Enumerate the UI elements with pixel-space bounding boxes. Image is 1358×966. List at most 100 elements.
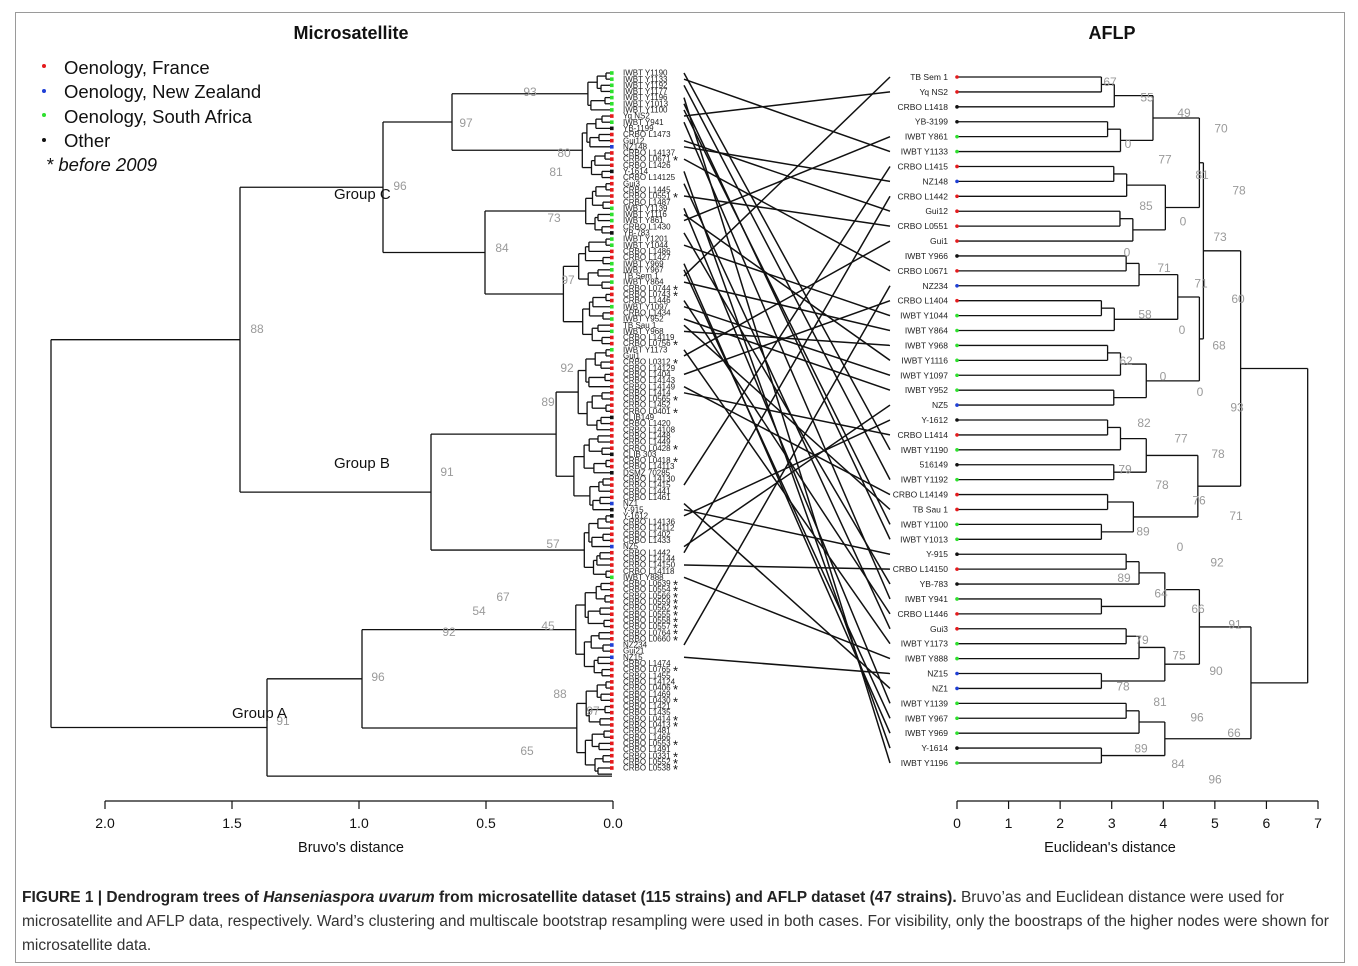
leaf-marker <box>610 384 614 389</box>
strain-connector <box>683 419 891 517</box>
leaf-marker <box>955 283 959 288</box>
leaf-label: IWBT Y864 <box>905 326 948 336</box>
leaf-marker <box>955 477 959 482</box>
leaf-label: NZ5 <box>623 542 639 551</box>
leaf-label: IWBT Y1190 <box>623 69 668 78</box>
leaf-marker <box>955 433 959 437</box>
bootstrap-value: 0 <box>1180 215 1187 229</box>
leaf-marker <box>610 329 614 334</box>
tick-label: 5 <box>1211 815 1219 831</box>
leaf-label: CRBO L1455 <box>623 671 671 680</box>
leaf-marker <box>610 495 614 500</box>
leaf-marker <box>610 311 614 315</box>
leaf-label: CRBO L14130 <box>623 475 676 484</box>
leaf-marker <box>955 149 959 154</box>
leaf-marker <box>610 550 614 555</box>
leaf-label: CRBO L0551 <box>897 221 948 231</box>
bootstrap-value: 90 <box>1209 664 1223 678</box>
tanglegram-connectors <box>683 72 891 764</box>
leaf-label: CRBO L1420 <box>623 419 671 428</box>
bootstrap-value: 73 <box>1213 230 1227 244</box>
leaf-label: CRBO L1487 <box>623 198 671 207</box>
before-2009-star: * <box>673 719 678 734</box>
leaf-label: CRBO L0557 <box>623 622 671 631</box>
strain-connector <box>683 72 891 451</box>
bootstrap-value: 78 <box>1155 478 1169 492</box>
leaf-label: IWBT Y968 <box>623 327 664 336</box>
leaf-marker <box>610 661 614 666</box>
leaf-label: IWBT Y1173 <box>623 345 668 354</box>
before-2009-star: * <box>673 338 678 353</box>
leaf-label: CRBO L0551 <box>623 192 671 201</box>
strain-connector <box>683 109 891 525</box>
leaf-label: CRBO L1466 <box>623 733 671 742</box>
leaf-marker <box>955 209 959 214</box>
leaf-marker <box>610 680 614 684</box>
bootstrap-value: 81 <box>549 165 563 179</box>
bootstrap-value: 0 <box>1160 370 1167 384</box>
bootstrap-value: 66 <box>1227 726 1241 740</box>
aflp-tree <box>958 76 1309 764</box>
leaf-marker <box>610 446 614 450</box>
leaf-marker <box>610 268 614 272</box>
strain-connector <box>683 576 891 660</box>
leaf-label: YB-3199 <box>915 117 948 127</box>
leaf-label: CRBO L0428 <box>623 444 671 453</box>
leaf-label: CRBO L0743 <box>623 290 671 299</box>
bootstrap-value: 60 <box>1231 292 1245 306</box>
leaf-label: IWBT Y1097 <box>623 302 669 311</box>
leaf-marker <box>610 298 614 303</box>
before-2009-star: * <box>673 442 678 457</box>
strain-connector <box>683 240 891 357</box>
leaf-label: IWBT Y861 <box>905 132 948 142</box>
leaf-label: CRBO L14149 <box>623 382 676 391</box>
before-2009-star: * <box>673 664 678 679</box>
before-2009-star: * <box>673 190 678 205</box>
leaf-label: CRBO L0558 <box>623 616 671 625</box>
bootstrap-value: 93 <box>1230 401 1244 415</box>
leaf-marker <box>610 378 614 383</box>
leaf-marker <box>610 692 614 696</box>
leaf-marker <box>610 698 614 703</box>
leaf-label: CRBO L0418 <box>623 456 671 465</box>
bootstrap-value: 91 <box>276 714 290 728</box>
leaf-marker <box>610 673 614 678</box>
leaf-marker <box>610 575 614 580</box>
bootstrap-value: 57 <box>546 537 560 551</box>
before-2009-star: * <box>673 627 678 642</box>
before-2009-star: * <box>673 282 678 297</box>
leaf-label: Y-1614 <box>623 167 649 176</box>
group-b-label: Group B <box>334 455 390 472</box>
leaf-label: CRBO L1427 <box>623 253 671 262</box>
leaf-marker <box>610 643 614 647</box>
leaf-marker <box>610 145 614 149</box>
leaf-label: IWBT Y1116 <box>623 210 667 219</box>
leaf-marker <box>955 552 959 557</box>
bootstrap-value: 96 <box>1190 711 1204 725</box>
leaf-marker <box>610 415 614 420</box>
leaf-marker <box>955 582 959 586</box>
leaf-label: CRBO L0406 <box>623 684 671 693</box>
leaf-marker <box>610 218 614 223</box>
bootstrap-value: 71 <box>1157 261 1171 275</box>
leaf-label: IWBT Y1139 <box>623 204 668 213</box>
leaf-marker <box>955 492 959 497</box>
leaf-label: CRBO L0312 <box>623 358 671 367</box>
leaf-label: CRBO L0765 <box>623 665 671 674</box>
strain-connector <box>683 564 891 570</box>
leaf-label: CRBO L14124 <box>623 677 676 686</box>
bootstrap-value: 71 <box>1194 277 1208 291</box>
leaf-marker <box>610 649 614 653</box>
before-2009-star: * <box>673 737 678 752</box>
legend-dot-other <box>42 138 46 142</box>
strain-connector <box>683 299 891 376</box>
leaf-label: NZ5 <box>932 400 948 410</box>
bootstrap-value: 88 <box>553 687 567 701</box>
leaf-label: Y-1612 <box>623 511 649 520</box>
leaf-label: Gui12 <box>623 136 645 145</box>
leaf-label: TB Sem 1 <box>623 272 659 281</box>
leaf-marker <box>955 567 959 571</box>
leaf-marker <box>610 286 614 291</box>
leaf-label: NZ1 <box>623 499 639 508</box>
bootstrap-value: 89 <box>541 395 555 409</box>
